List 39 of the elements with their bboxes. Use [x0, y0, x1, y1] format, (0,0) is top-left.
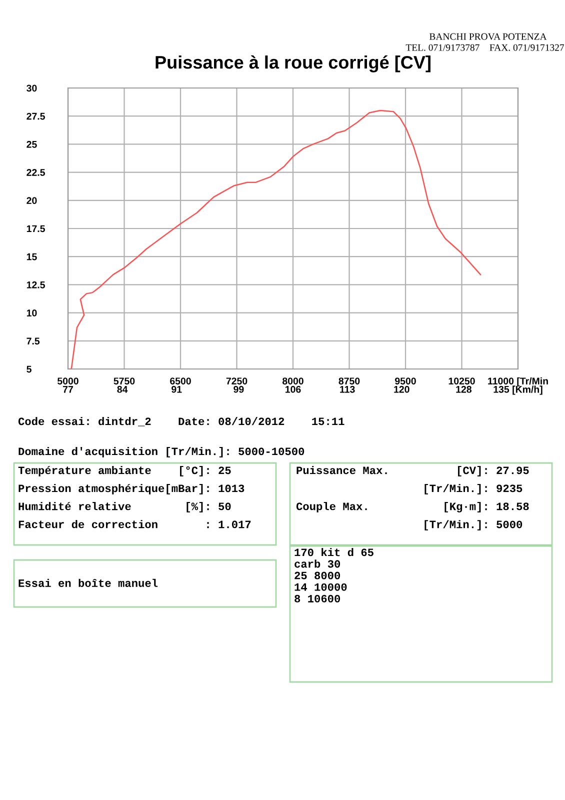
x2-tick-label: 106 [286, 386, 301, 393]
text: TEL. 071/9173787 FAX. 071/9171327 [406, 44, 564, 51]
x-tick-label: 5750 [114, 378, 135, 384]
y-tick-label: 10 [26, 310, 37, 316]
x-tick-label: 8750 [338, 378, 360, 384]
text: Essai en boîte manuel [18, 578, 158, 587]
x2-tick-label: 128 [456, 386, 472, 393]
x-tick-label: 11000 [Tr/Min [488, 377, 548, 386]
y-tick-label: 15 [26, 253, 37, 260]
y-tick-label: 7.5 [26, 338, 40, 345]
x-tick-label: 8000 [282, 378, 304, 384]
text: BANCHI PROVA POTENZA [429, 33, 547, 40]
x2-tick-label: 77 [63, 386, 73, 393]
text: Domaine d'acquisition [Tr/Min.]: 5000-10500 [18, 447, 304, 458]
x-tick-label: 5000 [57, 378, 78, 384]
text: Puissance Max. [CV]: 27.95 [Tr/Min.]: 9235 Couple Max. [Kg·m]: 18.58 [Tr/Min.]: 5000 [296, 466, 529, 530]
x2-tick-label: 91 [172, 386, 182, 393]
x-tick-label: 7250 [226, 378, 248, 384]
y-tick-label: 30 [26, 84, 37, 92]
y-tick-label: 20 [26, 197, 37, 204]
x2-tick-label: 84 [117, 386, 128, 393]
text: Température ambiante [°C]: 25 Pression atmosphérique[mBar]: 1013 Humidité relative [%]: 50 Facteur de correction : 1.017 [18, 466, 251, 528]
chart-title: Puissance à la roue corrigé [CV] [156, 55, 430, 72]
y-tick-label: 17.5 [26, 225, 45, 232]
line-series [68, 110, 482, 369]
x2-tick-label: 113 [340, 386, 355, 393]
x2-tick-label: 135 [Km/h] [494, 386, 542, 395]
x-tick-label: 9500 [395, 378, 416, 384]
y-tick-label: 25 [26, 140, 37, 148]
x-tick-label: 6500 [170, 378, 191, 384]
text: Code essai: dintdr_2 Date: 08/10/2012 15:11 [18, 417, 344, 426]
x2-tick-label: 99 [234, 386, 244, 393]
y-tick-label: 22.5 [26, 169, 45, 176]
x2-tick-label: 120 [394, 386, 410, 393]
y-tick-label: 27.5 [26, 112, 45, 120]
text: 170 kit d 65 carb 30 25 8000 14 10000 8 10600 [294, 548, 374, 602]
x-tick-label: 10250 [448, 378, 475, 384]
y-tick-label: 5 [26, 366, 32, 373]
y-tick-label: 12.5 [26, 281, 45, 288]
